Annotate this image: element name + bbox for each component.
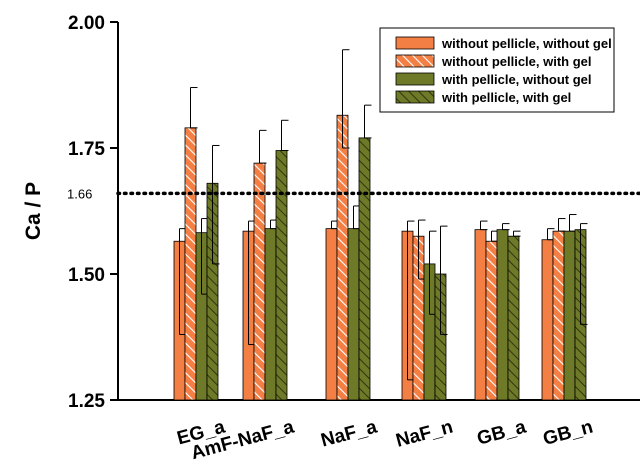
category-label: GB_a: [475, 416, 529, 449]
y-tick-label: 2.00: [68, 13, 105, 34]
bar: [563, 230, 576, 401]
bar: [552, 230, 565, 401]
y-axis-label: Ca / P: [22, 182, 45, 240]
legend-swatch: [395, 54, 435, 68]
category-label: GB_n: [541, 417, 595, 450]
legend-entry: without pellicle, with gel: [441, 54, 592, 69]
bar: [336, 114, 349, 401]
bar: [184, 127, 197, 401]
bar: [347, 228, 360, 401]
reference-label: 1.66: [67, 186, 92, 201]
bar: [275, 150, 288, 401]
bar: [541, 239, 554, 401]
bar: [264, 228, 277, 401]
legend-swatch: [395, 72, 435, 86]
legend: without pellicle, without gel without pel…: [379, 27, 615, 113]
legend-entry: with pellicle, without gel: [441, 72, 592, 87]
bar: [253, 162, 266, 401]
legend-swatch: [395, 90, 435, 104]
y-tick-label: 1.75: [68, 139, 105, 160]
legend-entry: without pellicle, without gel: [441, 36, 612, 51]
category-label: NaF_n: [394, 417, 456, 452]
bar: [325, 228, 338, 401]
category-label: NaF_a: [319, 416, 380, 451]
bar: [474, 229, 487, 401]
y-tick-label: 1.50: [68, 265, 105, 286]
legend-entry: with pellicle, with gel: [441, 90, 571, 105]
bar: [496, 229, 509, 401]
legend-swatch: [395, 36, 435, 50]
bar: [358, 137, 371, 401]
bar: [507, 235, 520, 401]
y-tick-label: 1.25: [68, 391, 105, 412]
bar: [485, 240, 498, 401]
